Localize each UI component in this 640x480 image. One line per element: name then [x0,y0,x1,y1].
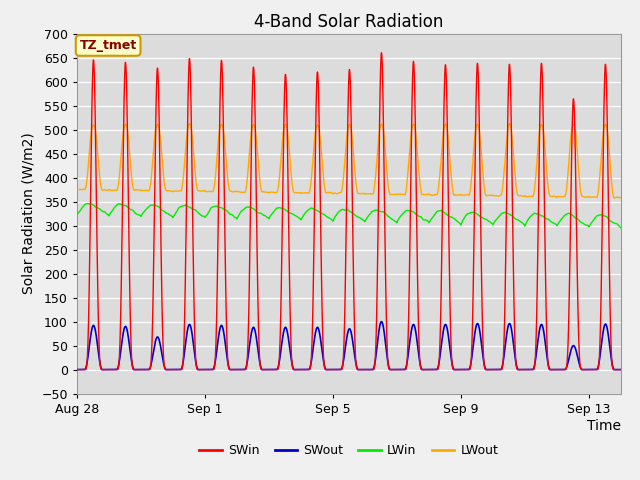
Text: TZ_tmet: TZ_tmet [79,39,137,52]
Y-axis label: Solar Radiation (W/m2): Solar Radiation (W/m2) [22,133,36,294]
Text: Time: Time [587,419,621,433]
Title: 4-Band Solar Radiation: 4-Band Solar Radiation [254,12,444,31]
Legend: SWin, SWout, LWin, LWout: SWin, SWout, LWin, LWout [195,440,503,462]
